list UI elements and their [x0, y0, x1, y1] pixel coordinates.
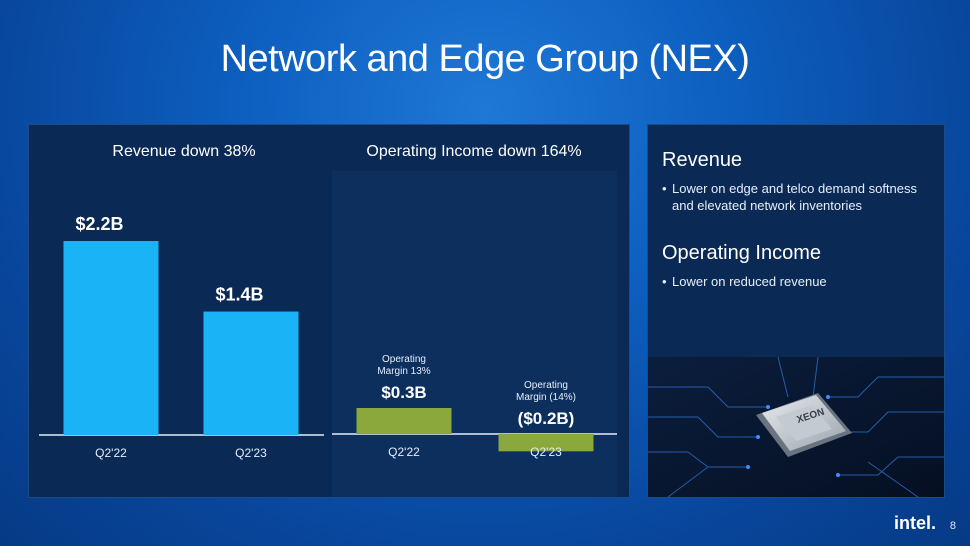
opincome-margin-line1: Operating [524, 380, 568, 391]
revenue-bar [203, 311, 299, 435]
page-number: 8 [949, 520, 956, 532]
revenue-bullet-text: Lower on edge and telco demand softness … [672, 181, 918, 213]
intel-logo: intel. [893, 513, 936, 533]
charts-panel: Revenue down 38% Operating Income down 1… [28, 124, 630, 498]
opincome-value-label: $0.3B [381, 383, 426, 402]
opincome-margin-annotation: Operating Margin (14%) [516, 380, 576, 403]
revenue-category-label: Q2'22 [95, 446, 127, 460]
revenue-chart-title: Revenue down 38% [112, 143, 256, 160]
opincome-margin-line2: Margin 13% [377, 366, 430, 377]
opincome-chart-title: Operating Income down 164% [366, 143, 582, 160]
revenue-category-label: Q2'23 [235, 446, 267, 460]
opincome-margin-line2: Margin (14%) [516, 392, 576, 403]
opincome-margin-line1: Operating [382, 354, 426, 365]
revenue-value-label: $2.2B [76, 214, 124, 234]
commentary-panel: Revenue • Lower on edge and telco demand … [647, 124, 945, 498]
opincome-category-label: Q2'22 [388, 445, 420, 459]
opincome-bar [356, 408, 452, 434]
bullet-dot: • [662, 181, 667, 196]
revenue-bullet: • Lower on edge and telco demand softness… [662, 180, 937, 214]
slide-title: Network and Edge Group (NEX) [220, 38, 750, 80]
revenue-bar [63, 241, 159, 435]
opincome-margin-annotation: Operating Margin 13% [377, 354, 430, 377]
bullet-dot: • [662, 274, 667, 289]
revenue-heading: Revenue [662, 149, 743, 171]
revenue-value-label: $1.4B [216, 285, 264, 305]
opincome-heading: Operating Income [662, 242, 821, 264]
opincome-bullet-text: Lower on reduced revenue [672, 274, 827, 289]
opincome-bullet: • Lower on reduced revenue [662, 273, 937, 290]
opincome-value-label: ($0.2B) [518, 409, 575, 428]
xeon-chip-image: XEON [648, 357, 944, 497]
opincome-bar [498, 434, 594, 452]
opincome-category-label: Q2'23 [530, 445, 562, 459]
